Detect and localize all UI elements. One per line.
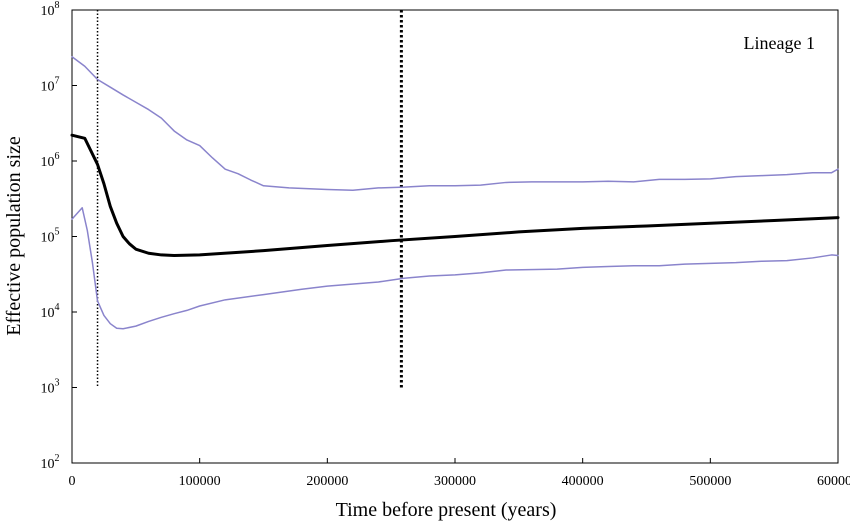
series-lines xyxy=(70,56,840,330)
y-tick-label: 107 xyxy=(41,76,60,95)
x-axis-title: Time before present (years) xyxy=(336,499,557,521)
y-tick-label: 102 xyxy=(41,453,60,472)
y-tick-label: 104 xyxy=(41,302,60,321)
x-tick-label: 500000 xyxy=(689,474,731,489)
x-tick-label: 200000 xyxy=(306,474,348,489)
series-line-median xyxy=(70,133,840,258)
series-line-upper xyxy=(71,56,839,191)
y-tick-label: 103 xyxy=(41,378,60,397)
x-tick-label: 0 xyxy=(69,474,76,489)
y-tick-label: 105 xyxy=(41,227,60,246)
y-axis-title: Effective population size xyxy=(3,136,25,336)
series-line-lower xyxy=(71,207,839,330)
y-tick-label: 106 xyxy=(41,151,60,170)
x-tick-label: 600000 xyxy=(817,474,850,489)
x-tick-label: 100000 xyxy=(179,474,221,489)
x-tick-label: 400000 xyxy=(562,474,604,489)
reference-lines xyxy=(96,10,403,388)
x-axis: 0 100000 200000 300000 400000 500000 600000 xyxy=(69,458,850,489)
x-tick-label: 300000 xyxy=(434,474,476,489)
chart-annotation: Lineage 1 xyxy=(744,33,815,53)
y-tick-label: 108 xyxy=(41,0,60,19)
y-axis: 102 103 104 105 106 107 108 xyxy=(41,0,77,472)
